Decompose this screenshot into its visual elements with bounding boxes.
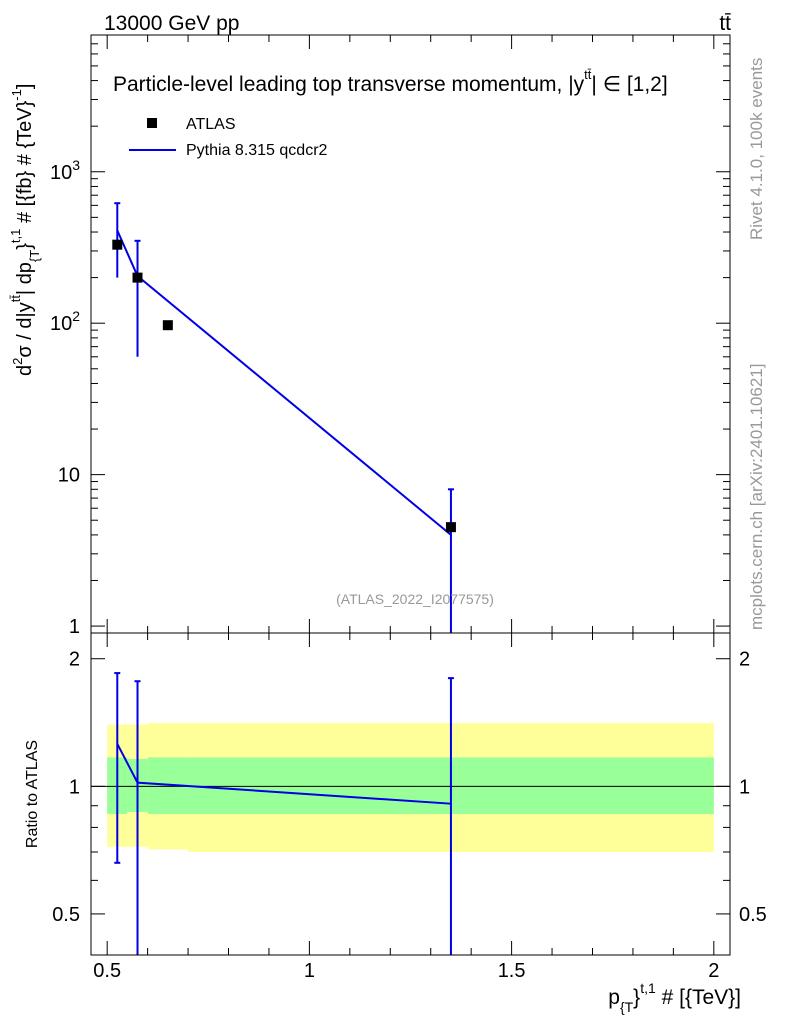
ylabel-sub: {T bbox=[27, 250, 42, 262]
chart-title-prefix: Particle-level leading top transverse mo… bbox=[113, 73, 574, 96]
ylabel-exp: -1 bbox=[9, 89, 24, 101]
energy-label: 13000 GeV pp bbox=[104, 12, 239, 35]
ratio-frame bbox=[90, 632, 731, 956]
ratio-y-tick-label-right: 2 bbox=[739, 649, 750, 671]
ylabel-sigma: σ / d|y bbox=[14, 302, 36, 357]
ratio-x-ticks: 0.5 1 1.5 2 bbox=[93, 633, 719, 982]
xlabel-sub: {T bbox=[620, 999, 634, 1015]
legend-data-label: ATLAS bbox=[186, 116, 236, 133]
atlas-data-point bbox=[445, 522, 456, 533]
main-y-tick-base: 10 bbox=[50, 313, 72, 335]
xlabel-p: p bbox=[608, 986, 620, 1009]
main-y-axis-label: d2σ / d|ytt̄| dp{T}t,1 # [{fb} # {TeV}-1… bbox=[8, 84, 42, 376]
ylabel-sup: t,1 bbox=[8, 229, 23, 243]
chart-title-y: y bbox=[574, 73, 585, 96]
ratio-y-ticks: 0.5 0.5 1 1 2 2 bbox=[52, 649, 767, 956]
main-marks bbox=[112, 202, 456, 633]
mcplots-label: mcplots.cern.ch [arXiv:2401.10621] bbox=[747, 364, 766, 630]
legend-data-marker bbox=[147, 118, 157, 128]
ratio-panel: 0.5 0.5 1 1 2 2 0.5 1 1.5 2 Ratio to ATLAS p{T}t… bbox=[24, 632, 767, 1015]
legend: ATLAS Pythia 8.315 qcdcr2 bbox=[129, 116, 328, 159]
main-y-tick-exp: 3 bbox=[72, 157, 80, 173]
ratio-y-tick-label: 2 bbox=[69, 649, 80, 671]
x-axis-label: p{T}t,1 # [{TeV}] bbox=[608, 980, 741, 1015]
main-y-tick-label: 10 bbox=[58, 465, 80, 487]
x-tick-label: 1 bbox=[304, 960, 315, 982]
ratio-marks bbox=[114, 672, 454, 955]
chart-title-tt: tt̄ bbox=[584, 67, 592, 82]
rivet-label: Rivet 4.1.0, 100k events bbox=[747, 58, 766, 240]
atlas-data-point bbox=[162, 320, 173, 331]
legend-mc-label: Pythia 8.315 qcdcr2 bbox=[186, 142, 328, 159]
ratio-y-tick-label: 0.5 bbox=[52, 904, 80, 926]
main-y-tick-label: 102 bbox=[50, 308, 80, 335]
mc-series-line bbox=[116, 229, 452, 536]
xlabel-sup: t,1 bbox=[640, 980, 656, 996]
ylabel-mid: | dp bbox=[14, 262, 36, 295]
ratio-y-tick-label-right: 0.5 bbox=[739, 904, 767, 926]
ratio-series-line bbox=[116, 743, 452, 805]
ylabel-tail: # [{fb} # {TeV} bbox=[14, 100, 36, 228]
ylabel-end: ] bbox=[14, 84, 36, 90]
ratio-y-tick-label: 1 bbox=[69, 776, 80, 798]
main-x-ticks bbox=[106, 35, 715, 633]
ylabel-d: d bbox=[14, 365, 36, 376]
ratio-y-tick-label-right: 1 bbox=[739, 776, 750, 798]
main-y-tick-label: 103 bbox=[50, 157, 80, 184]
xlabel-brace: } bbox=[633, 986, 640, 1009]
ratio-bands bbox=[91, 723, 730, 852]
ylabel-sq: 2 bbox=[10, 358, 25, 365]
chart-title-suffix: | ∈ [1,2] bbox=[591, 73, 667, 96]
main-y-tick-exp: 2 bbox=[72, 308, 80, 324]
process-label: tt̄ bbox=[719, 12, 731, 35]
atlas-data-point bbox=[132, 272, 143, 283]
ylabel-brace: } bbox=[14, 243, 36, 250]
ylabel-tt: tt̄ bbox=[8, 295, 23, 303]
x-tick-label: 2 bbox=[708, 960, 719, 982]
ratio-y-axis-label: Ratio to ATLAS bbox=[24, 740, 41, 848]
x-tick-label: 0.5 bbox=[93, 960, 121, 982]
xlabel-tail: # [{TeV}] bbox=[656, 986, 741, 1009]
main-y-tick-base: 10 bbox=[50, 162, 72, 184]
atlas-data-point bbox=[112, 239, 123, 250]
main-y-tick-label: 1 bbox=[69, 616, 80, 638]
chart-title: Particle-level leading top transverse mo… bbox=[113, 67, 668, 96]
analysis-watermark: (ATLAS_2022_I2077575) bbox=[336, 591, 494, 607]
x-tick-label: 1.5 bbox=[498, 960, 526, 982]
